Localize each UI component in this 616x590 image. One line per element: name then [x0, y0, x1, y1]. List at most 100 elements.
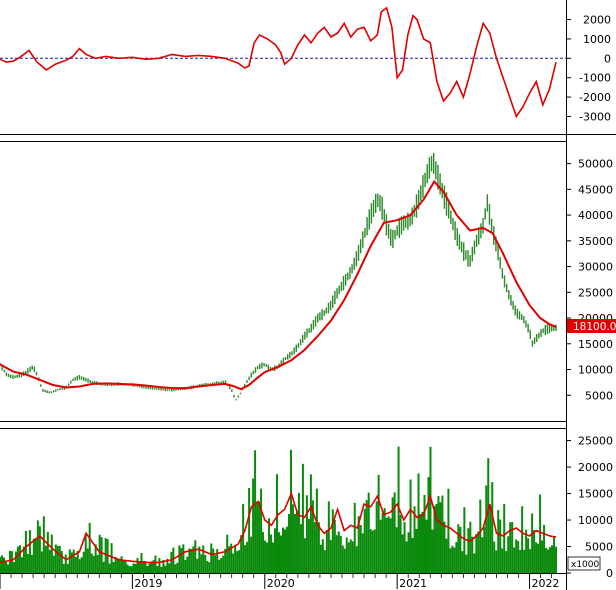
volume-bar [190, 548, 193, 573]
volume-bar [122, 561, 125, 573]
volume-bar [421, 511, 424, 573]
volume-bar [369, 529, 372, 573]
volume-bar [293, 513, 296, 573]
volume-bar [405, 541, 408, 573]
volume-bar [525, 529, 528, 573]
volume-bar [250, 536, 253, 573]
volume-bar [555, 546, 558, 573]
volume-bar [208, 562, 211, 573]
price-moving-average-line [0, 179, 557, 391]
volume-bar [102, 561, 105, 573]
volume-moving-average-line [0, 491, 557, 564]
oscillator-tick-label: -3000 [579, 110, 611, 123]
volume-bar [349, 539, 352, 573]
volume-bar [377, 474, 380, 573]
volume-bar [162, 559, 165, 573]
volume-bar [495, 550, 498, 573]
volume-bar [278, 532, 281, 573]
volume-bar [144, 561, 147, 573]
volume-bar [66, 563, 69, 573]
volume-bar [188, 548, 191, 573]
volume-bar [228, 546, 231, 573]
volume-bar [52, 555, 55, 573]
volume-bar [339, 535, 342, 573]
volume-bar [529, 549, 532, 573]
volume-bar [451, 545, 454, 573]
price-tick-label: 35000 [578, 235, 613, 248]
volume-bar [367, 492, 370, 573]
volume-bar [361, 533, 364, 573]
volume-bar [461, 551, 464, 573]
price-tick-label: 45000 [578, 183, 613, 196]
volume-bar [501, 548, 504, 573]
volume-bar [230, 543, 233, 573]
volume-bar [26, 554, 29, 573]
volume-bar [242, 503, 245, 573]
volume-bar [341, 545, 344, 573]
volume-bar [68, 549, 71, 573]
oscillator-tick-label: 2000 [583, 14, 611, 27]
volume-bar [423, 495, 426, 573]
volume-bar [0, 556, 1, 573]
volume-bar [379, 519, 382, 573]
volume-bars [0, 446, 558, 573]
volume-bar [172, 547, 175, 573]
volume-bar [473, 553, 476, 573]
volume-bar [246, 541, 249, 573]
volume-bar [182, 544, 185, 573]
volume-bar [20, 557, 23, 573]
volume-bar [236, 551, 239, 573]
volume-bar [477, 531, 480, 573]
volume-bar [116, 558, 119, 573]
volume-bar [254, 450, 257, 573]
oscillator-panel: 2000 1000 0 -1000 -2000 -3000 [0, 6, 611, 123]
volume-bar [321, 539, 324, 573]
volume-bar [449, 548, 452, 573]
volume-bar [331, 509, 334, 573]
volume-bar [134, 563, 137, 573]
volume-bar [403, 522, 406, 573]
volume-bar [60, 551, 63, 573]
volume-bar [48, 549, 51, 573]
x-tick-label: 2020 [267, 577, 295, 590]
volume-bar [56, 545, 59, 573]
volume-bar [252, 478, 255, 573]
volume-bar [178, 545, 181, 573]
volume-bar [192, 546, 195, 573]
volume-bar [467, 528, 470, 573]
volume-bar [441, 495, 444, 573]
volume-bar [551, 545, 554, 573]
volume-bar [50, 534, 53, 573]
volume-bar [523, 549, 526, 573]
volume-bar [487, 458, 490, 573]
volume-bar [485, 485, 488, 573]
volume-bar [329, 539, 332, 573]
volume-bar [355, 546, 358, 573]
volume-bar [220, 558, 223, 573]
volume-bar [86, 548, 89, 573]
volume-bar [4, 561, 7, 573]
volume-bar [274, 528, 277, 573]
price-panel: 5000045000400003500030000250002000015000… [0, 152, 616, 402]
volume-bar [84, 533, 87, 573]
volume-bar [40, 551, 43, 573]
volume-bar [431, 529, 434, 573]
volume-bar [94, 544, 97, 573]
volume-bar [10, 551, 13, 573]
volume-bar [256, 503, 259, 573]
volume-panel: 25000 20000 15000 10000 5000 0 x1000 [0, 435, 613, 580]
volume-tick-label: 5000 [585, 541, 613, 554]
volume-bar [104, 538, 107, 573]
volume-bar [337, 531, 340, 573]
volume-bar [549, 547, 552, 573]
volume-bar [128, 566, 131, 573]
volume-bar [194, 540, 197, 573]
volume-bar [74, 557, 77, 573]
volume-bar [303, 538, 306, 573]
volume-bar [447, 488, 450, 573]
volume-bar [307, 518, 310, 573]
volume-bar [240, 535, 243, 573]
volume-bar [264, 540, 267, 573]
volume-bar [309, 474, 312, 573]
oscillator-tick-label: -1000 [579, 72, 611, 85]
